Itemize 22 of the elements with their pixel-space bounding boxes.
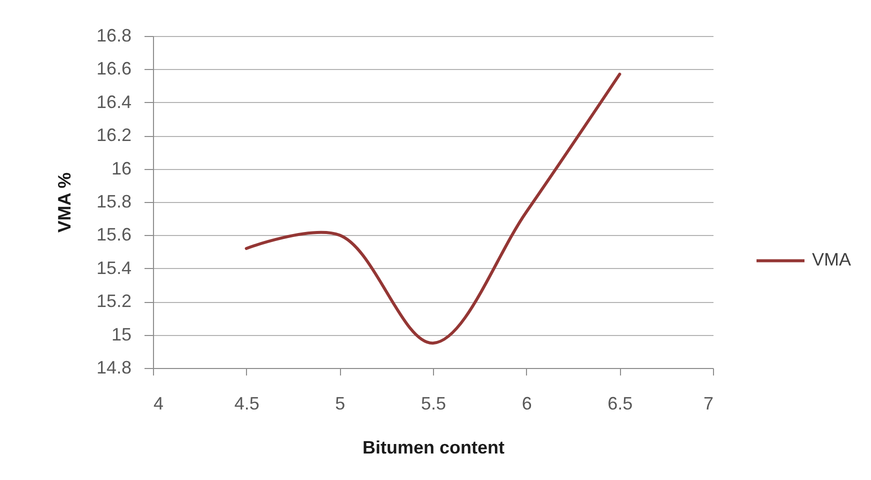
- line-series: [244, 72, 622, 345]
- y-tick-label: 16.8: [96, 26, 132, 46]
- x-tick-label: 6: [522, 394, 532, 414]
- y-tick-label: 16.6: [96, 58, 132, 79]
- x-tick-label: 4: [154, 394, 164, 414]
- y-tick-label: 15.8: [96, 192, 132, 212]
- y-tick-label: 15.2: [96, 291, 132, 312]
- x-tick-label: 6.5: [608, 394, 633, 414]
- y-tick-label: 14.8: [96, 358, 132, 378]
- y-axis-title: VMA %: [54, 172, 74, 233]
- x-tick-label: 5: [335, 394, 346, 414]
- x-tick-label: 4.5: [234, 394, 260, 414]
- y-tick-label: 16: [111, 158, 132, 178]
- legend-label: VMA: [812, 250, 852, 270]
- x-axis-title: Bitumen content: [362, 438, 504, 458]
- y-tick-label: 15.6: [96, 224, 132, 245]
- x-tick-label: 5.5: [420, 394, 446, 414]
- y-tick-label: 16.2: [96, 125, 132, 146]
- y-tick-label: 16.4: [96, 92, 132, 112]
- x-tick-label: 7: [703, 394, 714, 414]
- y-tick-label: 15.4: [96, 258, 132, 278]
- y-tick-label: 15: [111, 324, 132, 344]
